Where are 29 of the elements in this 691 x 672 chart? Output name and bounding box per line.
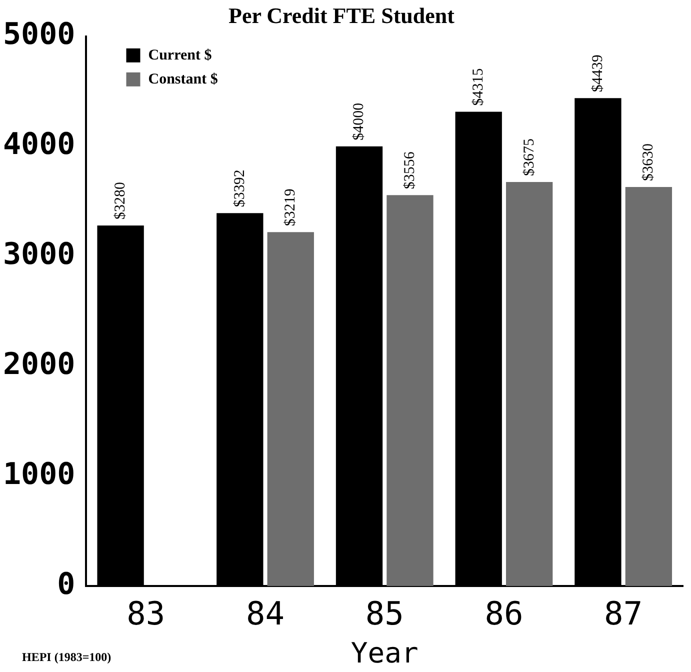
bar	[625, 186, 672, 586]
y-tick-label: 4000	[2, 127, 76, 162]
y-tick-label: 5000	[2, 17, 76, 52]
data-label: $3219	[282, 188, 299, 226]
y-tick-label: 2000	[2, 346, 76, 382]
data-label: $3630	[640, 143, 657, 181]
data-label: $4439	[590, 54, 606, 92]
x-tick-label: 84	[246, 594, 285, 633]
bar	[267, 232, 314, 586]
legend-label: Constant $	[148, 71, 218, 88]
x-tick-label: 87	[604, 594, 643, 633]
data-label: $3675	[521, 138, 538, 176]
y-tick-label: 1000	[2, 456, 76, 492]
x-tick-label: 86	[484, 594, 524, 633]
x-tick-label: 85	[365, 594, 404, 633]
bar	[386, 195, 434, 586]
bar	[506, 182, 553, 586]
data-label: $3392	[232, 170, 248, 208]
chart-title: Per Credit FTE Student	[228, 2, 456, 28]
data-label: $4315	[470, 68, 487, 106]
data-label: $3556	[402, 151, 418, 190]
y-tick-label: 3000	[2, 237, 76, 272]
x-tick-label: 83	[126, 594, 166, 633]
x-axis-title: Year	[350, 636, 418, 670]
data-label: $3280	[112, 182, 128, 220]
text: HEPI (1983=100)	[22, 650, 112, 664]
legend-label: Current $	[148, 47, 212, 64]
y-tick-label: 0	[57, 566, 76, 602]
data-label: $4000	[351, 102, 368, 140]
